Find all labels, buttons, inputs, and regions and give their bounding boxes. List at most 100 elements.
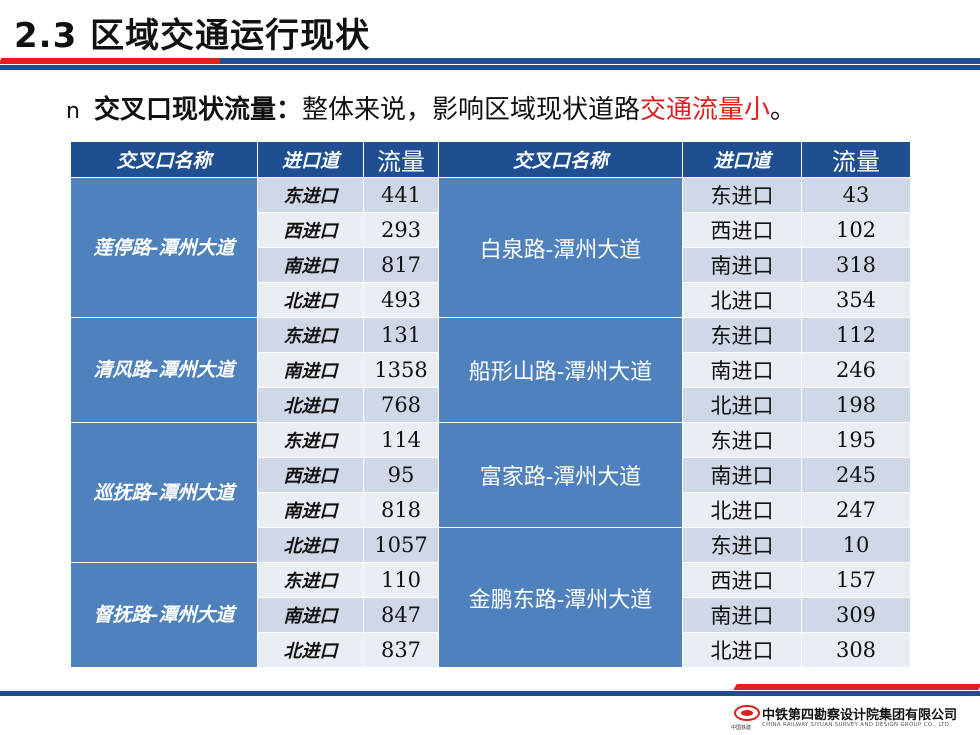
approach-cell: 西进口: [682, 212, 802, 248]
flow-cell: 102: [801, 212, 911, 248]
approach-cell: 东进口: [257, 317, 364, 353]
company-logo-icon: [734, 705, 760, 721]
header-intersection-right: 交叉口名称: [438, 141, 683, 178]
company-sub-logo: 中国铁建: [731, 725, 752, 731]
approach-cell: 南进口: [682, 352, 802, 388]
flow-cell: 308: [801, 632, 911, 668]
flow-cell: 112: [801, 317, 911, 353]
table-row: 南进口 1358 南进口 246: [71, 352, 911, 388]
flow-cell: 157: [801, 562, 911, 598]
table-row: 督抚路-潭州大道 东进口 110 西进口 157: [70, 562, 911, 668]
approach-cell: 西进口: [257, 212, 364, 248]
table-row: 西进口 95 南进口 245: [71, 457, 911, 493]
flow-cell: 245: [801, 457, 911, 493]
page-title: 2.3 区域交通运行现状: [14, 16, 371, 56]
flow-cell: 837: [363, 632, 439, 668]
table-row: 西进口 293 西进口 102: [71, 212, 911, 248]
table-row: 南进口 847 南进口 309: [71, 597, 911, 633]
intersection-name-left: 清风路-潭州大道: [70, 317, 258, 423]
intersection-name-right: 船形山路-潭州大道: [438, 317, 683, 423]
approach-cell: 西进口: [257, 457, 364, 493]
table-header-row: 交叉口名称 进口道 流量 交叉口名称 进口道 流量: [70, 141, 911, 178]
subtitle-normal: 整体来说，影响区域现状道路: [301, 95, 640, 125]
table-row: 清风路-潭州大道 东进口 131 船形山路-潭州大道 东进口 112: [70, 317, 911, 423]
approach-cell: 南进口: [257, 492, 364, 528]
approach-cell: 北进口: [257, 387, 364, 423]
header-flow-right: 流量: [801, 141, 911, 178]
header-red-rule: [0, 58, 252, 64]
approach-cell: 东进口: [682, 527, 802, 563]
flow-cell: 847: [363, 597, 439, 633]
flow-cell: 246: [801, 352, 911, 388]
approach-cell: 南进口: [682, 247, 802, 283]
approach-cell: 南进口: [682, 597, 802, 633]
flow-cell: 131: [363, 317, 439, 353]
flow-cell: 293: [363, 212, 439, 248]
approach-cell: 南进口: [257, 597, 364, 633]
header-approach-right: 进口道: [682, 141, 802, 178]
intersection-flow-table: 交叉口名称 进口道 流量 交叉口名称 进口道 流量 莲停路-潭州大道 东进口 4…: [70, 141, 911, 668]
approach-cell: 北进口: [682, 387, 802, 423]
intersection-name-left: 督抚路-潭州大道: [70, 562, 258, 668]
table-row: 北进口 837 北进口 308: [71, 632, 911, 668]
flow-cell: 354: [801, 282, 911, 318]
flow-cell: 318: [801, 247, 911, 283]
subtitle-line: n 交叉口现状流量：整体来说，影响区域现状道路交通流量小。: [66, 89, 796, 126]
flow-cell: 768: [363, 387, 439, 423]
approach-cell: 东进口: [682, 422, 802, 458]
header-approach-left: 进口道: [257, 141, 364, 178]
flow-cell: 441: [363, 177, 439, 213]
table-row: 南进口 818 北进口 247: [71, 492, 911, 528]
flow-cell: 309: [801, 597, 911, 633]
approach-cell: 东进口: [257, 422, 364, 458]
table-row: 巡抚路-潭州大道 东进口 114 富家路-潭州大道 东进口 195: [70, 422, 911, 563]
approach-cell: 北进口: [257, 632, 364, 668]
footer-red-rule: [733, 684, 980, 690]
intersection-name-right: 金鹏东路-潭州大道: [438, 527, 683, 668]
approach-cell: 西进口: [682, 562, 802, 598]
approach-cell: 南进口: [257, 247, 364, 283]
header-blue-rule-upper: [220, 58, 980, 64]
footer-blue-rule: [0, 691, 980, 696]
approach-cell: 北进口: [682, 632, 802, 668]
bullet-marker: n: [66, 99, 80, 124]
flow-cell: 1057: [363, 527, 439, 563]
flow-cell: 10: [801, 527, 911, 563]
header-blue-rule: [0, 65, 980, 70]
flow-cell: 95: [363, 457, 439, 493]
company-name: 中铁第四勘察设计院集团有限公司: [762, 708, 958, 723]
flow-cell: 110: [363, 562, 439, 598]
company-name-en: CHINA RAILWAY SIYUAN SURVEY AND DESIGN G…: [762, 722, 952, 728]
approach-cell: 北进口: [682, 492, 802, 528]
table-row: 北进口 1057 金鹏东路-潭州大道 东进口 10: [71, 527, 911, 668]
flow-cell: 247: [801, 492, 911, 528]
header-intersection-left: 交叉口名称: [70, 141, 258, 178]
table-row: 莲停路-潭州大道 东进口 441 白泉路-潭州大道 东进口 43: [70, 177, 911, 318]
flow-cell: 1358: [363, 352, 439, 388]
table-row: 南进口 817 南进口 318: [71, 247, 911, 283]
approach-cell: 南进口: [682, 457, 802, 493]
approach-cell: 南进口: [257, 352, 364, 388]
subtitle-bold: 交叉口现状流量：: [93, 95, 302, 125]
approach-cell: 东进口: [257, 177, 364, 213]
approach-cell: 北进口: [257, 527, 364, 563]
subtitle-highlight: 交通流量小: [639, 95, 770, 125]
flow-cell: 493: [363, 282, 439, 318]
flow-cell: 818: [363, 492, 439, 528]
approach-cell: 北进口: [682, 282, 802, 318]
flow-cell: 198: [801, 387, 911, 423]
subtitle-end: 。: [770, 95, 797, 125]
intersection-name-right: 富家路-潭州大道: [438, 422, 683, 528]
flow-cell: 817: [363, 247, 439, 283]
table-row: 北进口 768 北进口 198: [71, 387, 911, 423]
intersection-name-right: 白泉路-潭州大道: [438, 177, 683, 318]
approach-cell: 东进口: [682, 317, 802, 353]
intersection-name-left: 巡抚路-潭州大道: [70, 422, 258, 563]
flow-cell: 114: [363, 422, 439, 458]
intersection-name-left: 莲停路-潭州大道: [70, 177, 258, 318]
approach-cell: 北进口: [257, 282, 364, 318]
flow-cell: 195: [801, 422, 911, 458]
flow-cell: 43: [801, 177, 911, 213]
approach-cell: 东进口: [682, 177, 802, 213]
header-flow-left: 流量: [363, 141, 439, 178]
